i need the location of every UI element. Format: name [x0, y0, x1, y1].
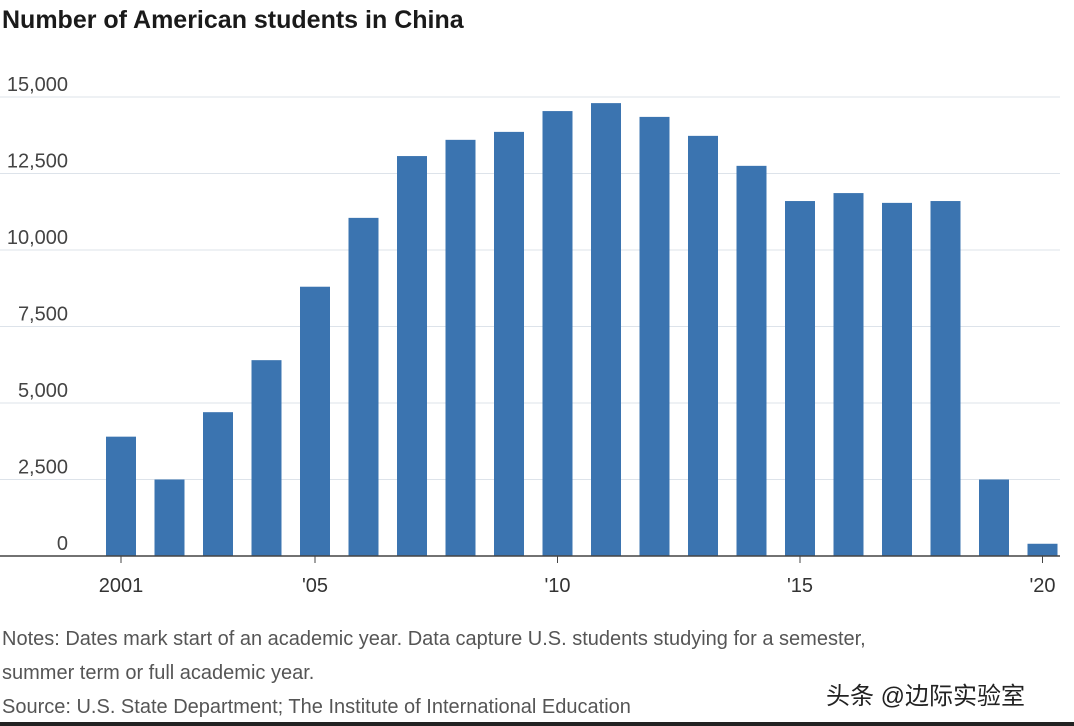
x-tick-label: 2001	[99, 575, 144, 597]
y-tick-label: 2,500	[18, 457, 68, 479]
bar-2019	[979, 479, 1009, 556]
x-tick-label: '15	[787, 575, 813, 597]
bar-2010	[542, 111, 573, 557]
bar-2020	[1027, 543, 1058, 556]
bar-2005	[300, 286, 330, 556]
y-tick-label: 15,000	[7, 74, 68, 96]
y-tick-label: 12,500	[7, 151, 68, 173]
y-tick-label: 7,500	[18, 304, 68, 326]
y-tick-label: 5,000	[18, 380, 68, 402]
bar-2006	[348, 217, 379, 556]
watermark: 头条 @边际实验室	[826, 683, 1026, 710]
bar-2015	[785, 201, 815, 557]
y-tick-label: 10,000	[7, 227, 68, 249]
notes-line-2: summer term or full academic year.	[2, 662, 315, 684]
x-tick-label: '20	[1029, 575, 1055, 597]
bar-2003	[203, 412, 233, 556]
bar-2011	[591, 103, 621, 557]
chart-title: Number of American students in China	[2, 6, 464, 34]
bar-2018	[930, 201, 961, 557]
bottom-border	[0, 722, 1074, 726]
bar-2007	[397, 156, 427, 557]
y-tick-label: 0	[57, 533, 68, 555]
bar-2012	[639, 116, 670, 556]
bar-2014	[736, 165, 767, 556]
bar-2016	[833, 193, 864, 557]
bar-2004	[251, 360, 282, 556]
bar-2017	[882, 202, 912, 556]
x-tick-label: '05	[302, 575, 328, 597]
source-line: Source: U.S. State Department; The Insti…	[2, 696, 631, 718]
notes-line-1: Notes: Dates mark start of an academic y…	[2, 628, 866, 650]
x-tick-label: '10	[544, 575, 570, 597]
bar-2008	[445, 139, 476, 556]
bar-2009	[494, 131, 524, 556]
bar-2002	[154, 479, 185, 556]
bar-2001	[106, 436, 136, 556]
bar-chart: 0 2,500 5,000 7,500 10,000 12,500 15,000 2001 '0…	[0, 74, 1060, 597]
bar-2013	[688, 135, 718, 556]
